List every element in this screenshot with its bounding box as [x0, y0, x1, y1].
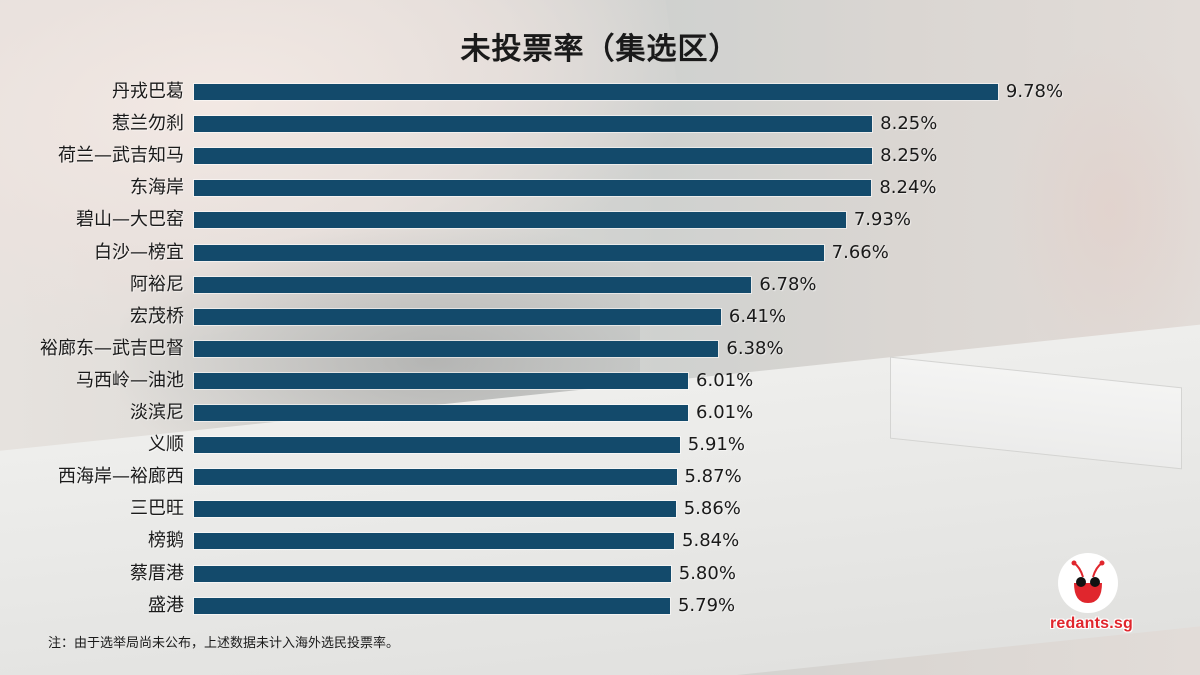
brand-name: redants.sg — [1050, 615, 1133, 632]
value-label: 5.84% — [682, 530, 740, 552]
brand-logo: redants.sg — [1050, 553, 1133, 633]
bar — [194, 372, 689, 389]
category-label: 惹兰勿刹 — [112, 113, 184, 135]
value-label: 7.93% — [853, 209, 912, 231]
bar — [194, 148, 873, 165]
bar-row: 碧山—大巴窑 7.93% — [0, 204, 1200, 236]
value-label: 8.25% — [880, 145, 938, 167]
bar — [194, 212, 846, 229]
bar-row: 白沙—榜宜 7.66% — [0, 237, 1200, 269]
value-label: 8.24% — [879, 177, 937, 199]
bar — [194, 244, 824, 261]
bar — [194, 84, 998, 100]
bar-row: 宏茂桥 6.41% — [0, 301, 1200, 333]
bar-row: 榜鹅 5.84% — [0, 525, 1200, 557]
category-label: 东海岸 — [130, 177, 184, 199]
bar-row: 惹兰勿刹 8.25% — [0, 108, 1200, 140]
bar — [194, 340, 719, 357]
category-label: 白沙—榜宜 — [94, 241, 184, 263]
footnote: 注：由于选举局尚未公布，上述数据未计入海外选民投票率。 — [48, 636, 400, 651]
category-label: 蔡厝港 — [130, 562, 184, 584]
category-label: 榜鹅 — [148, 530, 184, 552]
background-arm — [1000, 40, 1200, 380]
bar — [194, 501, 676, 518]
value-label: 7.66% — [831, 241, 889, 263]
bar-row: 裕廊东—武吉巴督 6.38% — [0, 333, 1200, 365]
bar-row: 蔡厝港 5.80% — [0, 558, 1200, 590]
category-label: 盛港 — [148, 594, 184, 616]
value-label: 5.87% — [684, 466, 742, 488]
red-ant-icon — [1058, 553, 1118, 613]
chart-title: 未投票率（集选区） — [460, 32, 740, 67]
bar — [194, 597, 670, 614]
value-label: 5.79% — [677, 594, 736, 616]
category-label: 碧山—大巴窑 — [76, 209, 184, 231]
value-label: 6.78% — [759, 273, 817, 295]
bar — [194, 565, 671, 582]
bar — [194, 405, 689, 421]
value-label: 5.80% — [678, 562, 736, 584]
bar — [194, 437, 680, 454]
bar-row: 三巴旺 5.86% — [0, 493, 1200, 525]
value-label: 5.86% — [683, 498, 741, 520]
bar — [194, 308, 721, 325]
bar — [194, 276, 752, 293]
category-label: 马西岭—油池 — [76, 369, 184, 391]
bar — [194, 116, 873, 133]
value-label: 9.78% — [1005, 81, 1064, 102]
bar-row: 西海岸—裕廊西 5.87% — [0, 461, 1200, 493]
bar-row: 盛港 5.79% — [0, 590, 1200, 622]
category-label: 义顺 — [148, 434, 184, 456]
value-label: 6.41% — [728, 305, 787, 327]
value-label: 5.91% — [687, 434, 745, 456]
category-label: 丹戎巴葛 — [112, 81, 184, 102]
bar — [194, 533, 675, 550]
value-label: 8.25% — [880, 113, 938, 135]
bar-row: 丹戎巴葛 9.78% — [0, 76, 1200, 108]
bar — [194, 180, 872, 197]
category-label: 淡滨尼 — [130, 402, 184, 423]
category-label: 裕廊东—武吉巴督 — [40, 337, 184, 359]
value-label: 6.38% — [726, 337, 784, 359]
category-label: 阿裕尼 — [130, 273, 184, 295]
value-label: 6.01% — [696, 402, 754, 423]
value-label: 6.01% — [696, 369, 754, 391]
bar-row: 东海岸 8.24% — [0, 172, 1200, 204]
bar-row: 淡滨尼 6.01% — [0, 397, 1200, 429]
bar-row: 义顺 5.91% — [0, 429, 1200, 461]
bar-row: 阿裕尼 6.78% — [0, 269, 1200, 301]
category-label: 荷兰—武吉知马 — [58, 145, 184, 167]
category-label: 三巴旺 — [130, 498, 184, 520]
category-label: 宏茂桥 — [130, 305, 184, 327]
bar-row: 荷兰—武吉知马 8.25% — [0, 140, 1200, 172]
category-label: 西海岸—裕廊西 — [58, 466, 184, 488]
bar — [194, 469, 677, 486]
bar-row: 马西岭—油池 6.01% — [0, 365, 1200, 397]
